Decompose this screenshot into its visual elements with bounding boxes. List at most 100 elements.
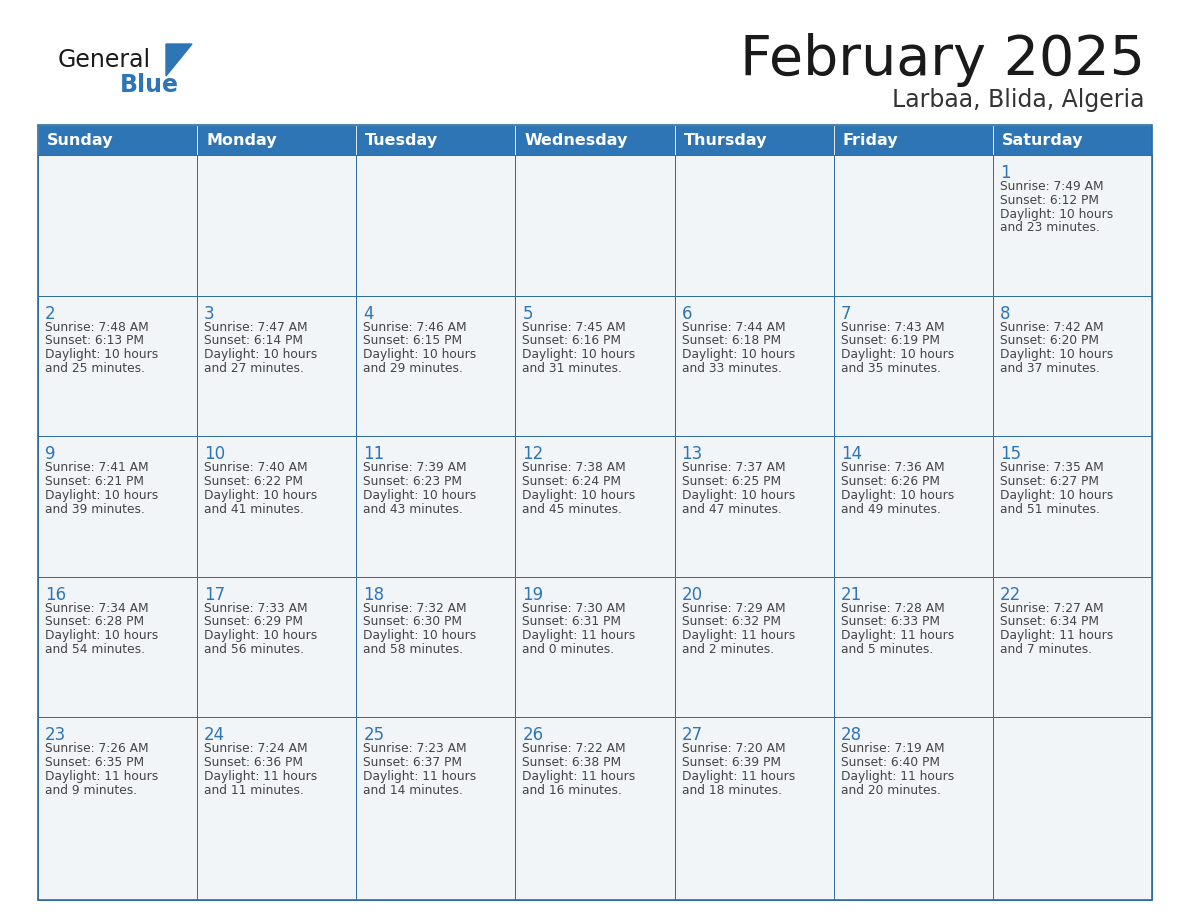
Text: Sunrise: 7:47 AM: Sunrise: 7:47 AM <box>204 320 308 333</box>
Text: Sunset: 6:22 PM: Sunset: 6:22 PM <box>204 475 303 488</box>
Text: Wednesday: Wednesday <box>524 132 627 148</box>
Bar <box>38 296 197 436</box>
Bar <box>197 436 356 577</box>
Text: Sunset: 6:33 PM: Sunset: 6:33 PM <box>841 615 940 629</box>
Bar <box>197 717 356 900</box>
Bar <box>38 717 197 900</box>
Text: Sunset: 6:37 PM: Sunset: 6:37 PM <box>364 756 462 769</box>
Text: Thursday: Thursday <box>683 132 767 148</box>
Bar <box>356 125 516 155</box>
Text: and 25 minutes.: and 25 minutes. <box>45 362 145 375</box>
Text: and 56 minutes.: and 56 minutes. <box>204 644 304 656</box>
Text: 19: 19 <box>523 586 544 604</box>
Text: Sunset: 6:27 PM: Sunset: 6:27 PM <box>1000 475 1099 488</box>
Bar <box>516 717 675 900</box>
Text: 18: 18 <box>364 586 385 604</box>
Text: 8: 8 <box>1000 305 1010 322</box>
Text: Sunset: 6:34 PM: Sunset: 6:34 PM <box>1000 615 1099 629</box>
Text: and 43 minutes.: and 43 minutes. <box>364 502 463 516</box>
Bar <box>675 436 834 577</box>
Text: Sunset: 6:18 PM: Sunset: 6:18 PM <box>682 334 781 347</box>
Text: Sunrise: 7:32 AM: Sunrise: 7:32 AM <box>364 601 467 615</box>
Text: Daylight: 10 hours: Daylight: 10 hours <box>45 348 158 361</box>
Text: Daylight: 10 hours: Daylight: 10 hours <box>45 630 158 643</box>
Bar <box>675 296 834 436</box>
Bar <box>993 717 1152 900</box>
Bar <box>516 296 675 436</box>
Text: Daylight: 11 hours: Daylight: 11 hours <box>841 630 954 643</box>
Text: Sunrise: 7:38 AM: Sunrise: 7:38 AM <box>523 461 626 474</box>
Text: Daylight: 10 hours: Daylight: 10 hours <box>204 348 317 361</box>
Text: and 0 minutes.: and 0 minutes. <box>523 644 614 656</box>
Text: and 7 minutes.: and 7 minutes. <box>1000 644 1092 656</box>
Bar <box>356 717 516 900</box>
Text: Sunrise: 7:46 AM: Sunrise: 7:46 AM <box>364 320 467 333</box>
Bar <box>675 577 834 717</box>
Text: Sunset: 6:16 PM: Sunset: 6:16 PM <box>523 334 621 347</box>
Text: 4: 4 <box>364 305 374 322</box>
Text: Sunrise: 7:19 AM: Sunrise: 7:19 AM <box>841 743 944 756</box>
Text: Saturday: Saturday <box>1001 132 1083 148</box>
Text: Sunset: 6:15 PM: Sunset: 6:15 PM <box>364 334 462 347</box>
Text: and 54 minutes.: and 54 minutes. <box>45 644 145 656</box>
Text: Sunrise: 7:20 AM: Sunrise: 7:20 AM <box>682 743 785 756</box>
Text: Daylight: 11 hours: Daylight: 11 hours <box>682 630 795 643</box>
Text: and 39 minutes.: and 39 minutes. <box>45 502 145 516</box>
Text: and 37 minutes.: and 37 minutes. <box>1000 362 1100 375</box>
Bar <box>38 125 1152 900</box>
Text: and 14 minutes.: and 14 minutes. <box>364 784 463 797</box>
Text: 14: 14 <box>841 445 861 464</box>
Text: Daylight: 11 hours: Daylight: 11 hours <box>364 770 476 783</box>
Text: Sunrise: 7:36 AM: Sunrise: 7:36 AM <box>841 461 944 474</box>
Text: Sunset: 6:29 PM: Sunset: 6:29 PM <box>204 615 303 629</box>
Text: Sunrise: 7:35 AM: Sunrise: 7:35 AM <box>1000 461 1104 474</box>
Polygon shape <box>166 44 192 76</box>
Text: and 18 minutes.: and 18 minutes. <box>682 784 782 797</box>
Text: 7: 7 <box>841 305 852 322</box>
Text: Sunset: 6:21 PM: Sunset: 6:21 PM <box>45 475 144 488</box>
Text: Sunset: 6:19 PM: Sunset: 6:19 PM <box>841 334 940 347</box>
Text: Daylight: 10 hours: Daylight: 10 hours <box>1000 207 1113 220</box>
Text: Daylight: 11 hours: Daylight: 11 hours <box>1000 630 1113 643</box>
Text: and 2 minutes.: and 2 minutes. <box>682 644 773 656</box>
Text: Daylight: 10 hours: Daylight: 10 hours <box>364 488 476 502</box>
Text: Daylight: 10 hours: Daylight: 10 hours <box>682 348 795 361</box>
Text: Daylight: 10 hours: Daylight: 10 hours <box>364 348 476 361</box>
Text: Sunrise: 7:27 AM: Sunrise: 7:27 AM <box>1000 601 1104 615</box>
Text: Daylight: 10 hours: Daylight: 10 hours <box>364 630 476 643</box>
Text: 21: 21 <box>841 586 862 604</box>
Text: and 47 minutes.: and 47 minutes. <box>682 502 782 516</box>
Text: Sunrise: 7:30 AM: Sunrise: 7:30 AM <box>523 601 626 615</box>
Text: Daylight: 10 hours: Daylight: 10 hours <box>682 488 795 502</box>
Bar <box>993 436 1152 577</box>
Text: Daylight: 10 hours: Daylight: 10 hours <box>45 488 158 502</box>
Bar <box>675 717 834 900</box>
Text: Daylight: 11 hours: Daylight: 11 hours <box>523 630 636 643</box>
Text: 3: 3 <box>204 305 215 322</box>
Text: Sunset: 6:31 PM: Sunset: 6:31 PM <box>523 615 621 629</box>
Bar <box>38 436 197 577</box>
Text: Sunrise: 7:23 AM: Sunrise: 7:23 AM <box>364 743 467 756</box>
Text: Daylight: 10 hours: Daylight: 10 hours <box>523 488 636 502</box>
Bar <box>356 436 516 577</box>
Text: Sunrise: 7:34 AM: Sunrise: 7:34 AM <box>45 601 148 615</box>
Bar <box>356 577 516 717</box>
Text: Sunrise: 7:45 AM: Sunrise: 7:45 AM <box>523 320 626 333</box>
Text: 16: 16 <box>45 586 67 604</box>
Bar <box>834 717 993 900</box>
Bar <box>38 125 197 155</box>
Bar <box>516 577 675 717</box>
Bar <box>675 155 834 296</box>
Text: 2: 2 <box>45 305 56 322</box>
Text: Tuesday: Tuesday <box>365 132 438 148</box>
Text: Sunset: 6:32 PM: Sunset: 6:32 PM <box>682 615 781 629</box>
Text: Sunset: 6:25 PM: Sunset: 6:25 PM <box>682 475 781 488</box>
Text: Larbaa, Blida, Algeria: Larbaa, Blida, Algeria <box>892 88 1145 112</box>
Text: and 5 minutes.: and 5 minutes. <box>841 644 933 656</box>
Text: and 29 minutes.: and 29 minutes. <box>364 362 463 375</box>
Text: Sunrise: 7:40 AM: Sunrise: 7:40 AM <box>204 461 308 474</box>
Text: Daylight: 10 hours: Daylight: 10 hours <box>523 348 636 361</box>
Text: 12: 12 <box>523 445 544 464</box>
Text: 27: 27 <box>682 726 702 744</box>
Bar <box>993 155 1152 296</box>
